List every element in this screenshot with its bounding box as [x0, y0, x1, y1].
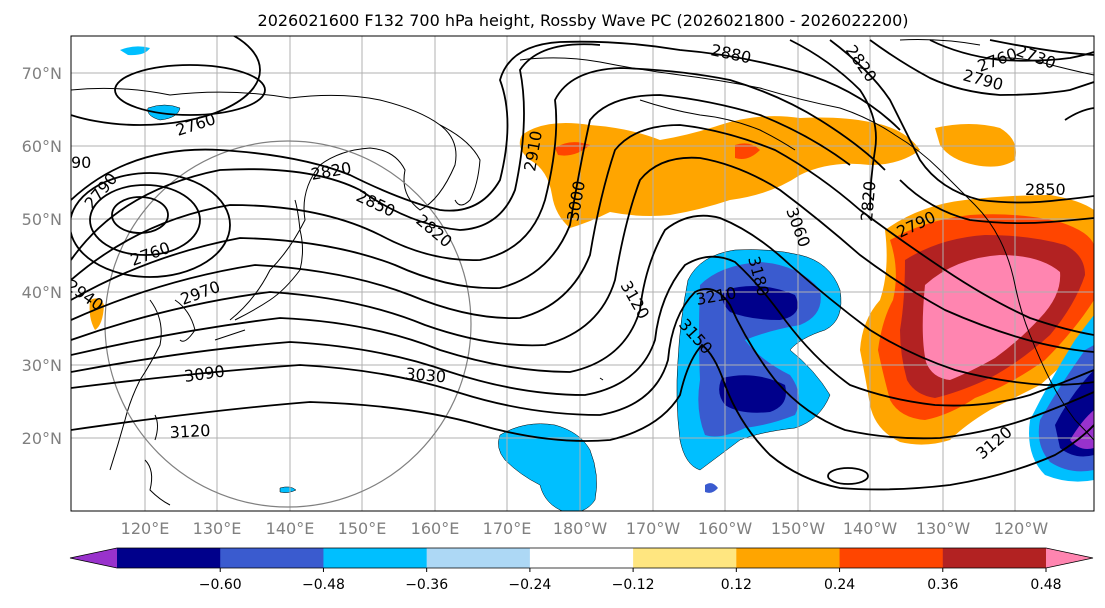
colorbar-segment — [117, 548, 221, 568]
colorbar-extend-low — [70, 548, 117, 568]
positive-anomaly-area — [935, 124, 1016, 167]
contour-labels: 2880 2820 2730 2760 2790 2760 90 2790 28… — [71, 40, 1066, 463]
coastlines — [71, 39, 1094, 506]
lon-label: 140°W — [843, 519, 898, 538]
lon-label: 140°E — [266, 519, 315, 538]
colorbar-segment — [633, 548, 737, 568]
positive-anomaly-area — [555, 142, 590, 156]
colorbar-tick-label: 0.24 — [824, 577, 855, 593]
lat-label: 50°N — [22, 210, 62, 229]
latitude-labels: 70°N 60°N 50°N 40°N 30°N 20°N — [22, 64, 62, 448]
colorbar-tick-label: 0.48 — [1030, 577, 1061, 593]
figure-title: 2026021600 F132 700 hPa height, Rossby W… — [258, 11, 909, 30]
colorbar-segment — [839, 548, 944, 568]
map-frame — [70, 35, 1095, 512]
colorbar-tick-label: 0.36 — [927, 577, 958, 593]
map-panel: 2880 2820 2730 2760 2790 2760 90 2790 28… — [70, 35, 1095, 512]
lon-label: 120°W — [994, 519, 1049, 538]
contour-label: 2820 — [857, 180, 879, 222]
colorbar-segment — [942, 548, 1047, 568]
longitude-labels: 120°E 130°E 140°E 150°E 160°E 170°E 180°… — [121, 519, 1049, 538]
lon-label: 130°E — [193, 519, 242, 538]
lon-label: 150°W — [771, 519, 826, 538]
colorbar-segment — [323, 548, 428, 568]
projection-circle — [104, 140, 472, 508]
lat-label: 60°N — [22, 137, 62, 156]
height-contours — [71, 36, 1094, 491]
colorbar-extend-high — [1046, 548, 1093, 568]
colorbar-tick-label: −0.60 — [199, 577, 242, 593]
colorbar-tick-label: −0.12 — [612, 577, 655, 593]
positive-anomaly-area — [735, 143, 760, 159]
lat-label: 20°N — [22, 429, 62, 448]
lon-label: 150°E — [338, 519, 387, 538]
lat-label: 40°N — [22, 283, 62, 302]
colorbar-segment — [736, 548, 841, 568]
colorbar-segment — [220, 548, 324, 568]
lon-label: 170°W — [626, 519, 681, 538]
positive-anomaly-area — [89, 298, 104, 330]
negative-anomaly-area — [279, 486, 297, 493]
colorbar-tick-label: −0.36 — [405, 577, 448, 593]
negative-anomaly-area — [147, 104, 181, 121]
colorbar-tick-label: −0.24 — [508, 577, 551, 593]
lon-label: 180°W — [553, 519, 608, 538]
colorbar-segment — [529, 548, 634, 568]
colorbar — [69, 547, 1094, 569]
colorbar-segment — [426, 548, 531, 568]
contour-label: 90 — [71, 153, 91, 172]
colorbar-outline — [69, 547, 1094, 569]
lon-label: 170°E — [483, 519, 532, 538]
positive-anomaly-area — [922, 255, 1061, 380]
lon-label: 160°W — [698, 519, 753, 538]
contour-label: 3030 — [405, 364, 447, 386]
negative-anomaly-area — [1070, 410, 1094, 449]
colorbar-ticks: −0.60 −0.48 −0.36 −0.24 −0.12 0.12 0.24 0.36 0.4… — [199, 568, 1062, 593]
contour-label: 3120 — [169, 421, 211, 442]
lon-label: 160°E — [411, 519, 460, 538]
negative-anomaly-area — [719, 375, 786, 413]
colorbar-tick-label: −0.48 — [302, 577, 345, 593]
negative-anomaly-area — [705, 483, 718, 493]
lat-label: 30°N — [22, 356, 62, 375]
lon-label: 120°E — [121, 519, 170, 538]
contour-label: 2850 — [1025, 180, 1066, 199]
negative-anomaly-area — [120, 46, 150, 56]
colorbar-tick-label: 0.12 — [721, 577, 752, 593]
lat-label: 70°N — [22, 64, 62, 83]
lon-label: 130°W — [916, 519, 971, 538]
